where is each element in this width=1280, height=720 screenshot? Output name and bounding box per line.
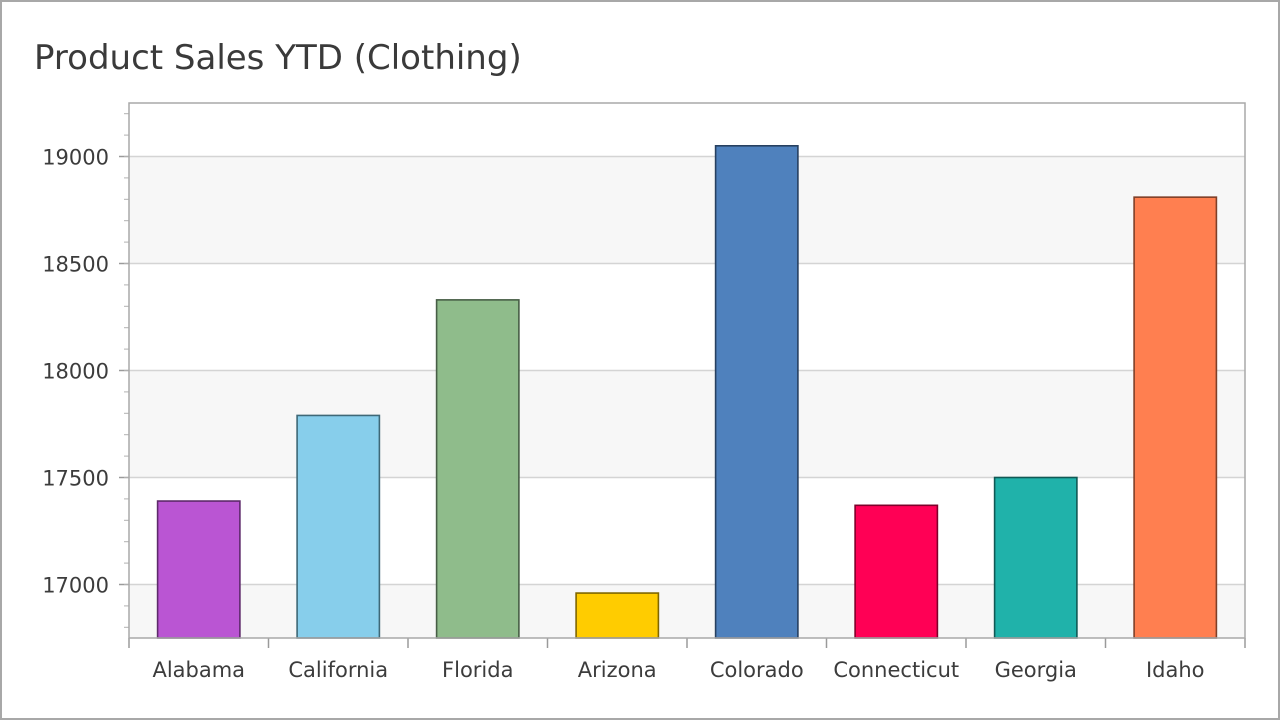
bar-idaho[interactable] bbox=[1133, 196, 1218, 639]
plot-border bbox=[128, 102, 1246, 639]
x-tick-label: California bbox=[288, 658, 388, 682]
bar-florida[interactable] bbox=[435, 299, 520, 639]
bar-georgia[interactable] bbox=[993, 476, 1078, 639]
chart-title: Product Sales YTD (Clothing) bbox=[34, 38, 522, 78]
x-tick-label: Georgia bbox=[995, 658, 1077, 682]
y-tick-label: 18000 bbox=[42, 360, 109, 384]
x-tick-label: Connecticut bbox=[833, 658, 959, 682]
bar-connecticut[interactable] bbox=[854, 504, 939, 639]
y-tick-label: 18500 bbox=[42, 253, 109, 277]
bar-colorado[interactable] bbox=[714, 145, 799, 639]
bar-alabama[interactable] bbox=[156, 500, 241, 639]
x-tick-label: Colorado bbox=[710, 658, 804, 682]
x-tick-label: Idaho bbox=[1146, 658, 1205, 682]
bar-california[interactable] bbox=[296, 414, 381, 639]
x-tick-label: Alabama bbox=[152, 658, 245, 682]
x-tick-label: Florida bbox=[442, 658, 513, 682]
x-tick-label: Arizona bbox=[578, 658, 657, 682]
y-tick-label: 19000 bbox=[42, 146, 109, 170]
x-tick-labels: Alabama California Florida Arizona Colorado C… bbox=[152, 658, 1204, 682]
axes bbox=[119, 102, 1246, 648]
y-tick-labels: 17000 17500 18000 18500 19000 bbox=[42, 146, 109, 598]
y-tick-label: 17500 bbox=[42, 467, 109, 491]
y-tick-label: 17000 bbox=[42, 574, 109, 598]
bar-arizona[interactable] bbox=[575, 592, 660, 639]
plot-band bbox=[129, 156, 1245, 264]
bars bbox=[156, 145, 1218, 639]
